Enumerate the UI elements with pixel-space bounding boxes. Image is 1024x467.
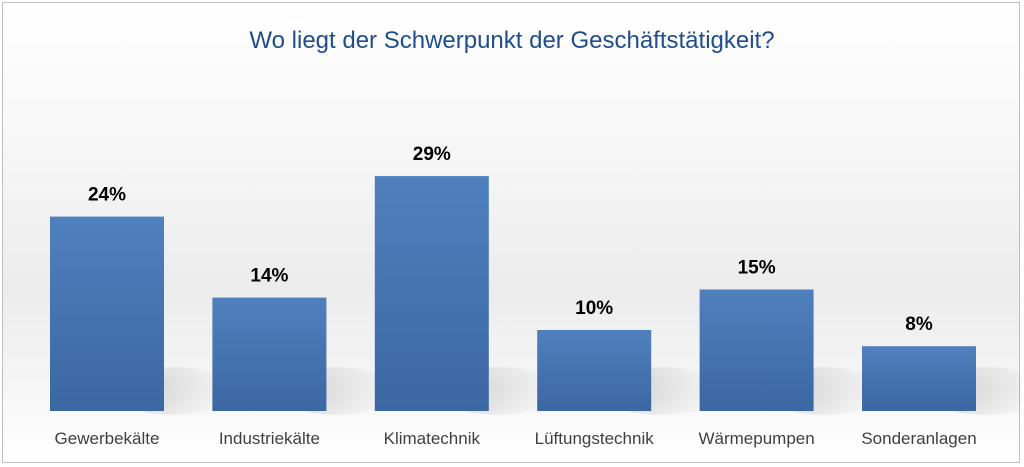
value-label-0: 24%	[88, 185, 126, 206]
bar-5	[862, 346, 976, 411]
bar-3	[537, 330, 652, 411]
category-label-0: Gewerbekälte	[55, 429, 160, 448]
value-label-4: 15%	[738, 258, 776, 279]
category-label-2: Klimatechnik	[384, 429, 481, 448]
category-label-5: Sonderanlagen	[861, 429, 976, 448]
bar-0	[50, 216, 164, 411]
chart-title: Wo liegt der Schwerpunkt der Geschäftstä…	[249, 27, 774, 54]
bar-1	[212, 297, 327, 411]
category-label-1: Industriekälte	[219, 429, 320, 448]
bar-2	[374, 176, 489, 411]
bar-4	[699, 289, 814, 411]
category-label-4: Wärmepumpen	[698, 429, 814, 448]
value-label-3: 10%	[575, 298, 613, 319]
category-label-3: Lüftungstechnik	[535, 429, 655, 448]
bar-chart: Wo liegt der Schwerpunkt der Geschäftstä…	[50, 27, 1021, 448]
value-label-1: 14%	[250, 266, 288, 287]
value-label-2: 29%	[413, 144, 451, 165]
value-label-5: 8%	[905, 314, 933, 335]
